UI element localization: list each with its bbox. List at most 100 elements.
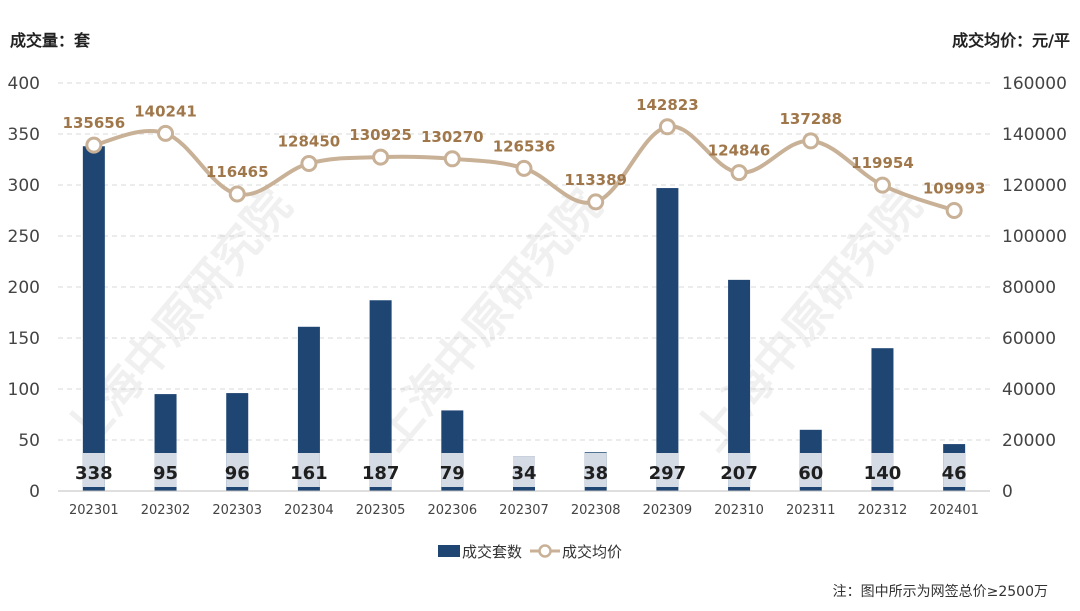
x-tick-label: 202309 [643,503,693,518]
left-tick-label: 100 [8,380,40,400]
x-tick-label: 202307 [499,503,549,518]
legend-line-label: 成交均价 [562,543,622,561]
line-marker [515,159,533,177]
x-tick-label: 202302 [141,503,191,518]
left-tick-label: 50 [18,431,40,451]
right-tick-label: 100000 [1002,227,1067,247]
bar-label-band [82,453,105,487]
bar-data-label: 79 [440,463,465,484]
line-data-label: 137288 [779,110,842,128]
x-tick-label: 202303 [212,503,262,518]
bar-data-label: 338 [75,463,113,484]
left-tick-label: 250 [8,227,40,247]
bar-data-label: 297 [649,463,687,484]
left-tick-label: 400 [8,74,40,94]
bar-label-band [799,453,822,487]
bar-label-band [441,453,464,487]
bar-label-band [728,453,751,487]
line-marker [802,132,820,150]
bar-label-band [871,453,894,487]
bar-data-label: 60 [798,463,823,484]
left-tick-label: 0 [29,482,40,502]
right-tick-label: 40000 [1002,380,1056,400]
bar-data-label: 96 [225,463,250,484]
line-marker [300,154,318,172]
line-data-label: 140241 [134,102,197,120]
line-data-label: 128450 [278,132,341,150]
right-tick-label: 140000 [1002,125,1067,145]
legend-bar-label: 成交套数 [462,543,522,561]
bar-label-band [513,456,535,487]
right-tick-label: 120000 [1002,176,1067,196]
line-marker [443,150,461,168]
left-tick-label: 350 [8,125,40,145]
bar-data-label: 187 [362,463,400,484]
bar-label-band [369,453,392,487]
bar [297,326,320,491]
left-tick-label: 150 [8,329,40,349]
bar-data-label: 34 [511,463,536,484]
right-tick-label: 60000 [1002,329,1056,349]
right-tick-label: 20000 [1002,431,1056,451]
right-axis-title: 成交均价：元/平 [952,31,1070,50]
x-tick-label: 202301 [69,503,119,518]
footnote: 注：图中所示为网签总价≥2500万 [833,583,1048,600]
x-tick-label: 202305 [356,503,406,518]
line-marker [228,185,246,203]
watermarks: 上海中原研究院 上海中原研究院 上海中原研究院 [54,179,932,460]
watermark-text: 上海中原研究院 [364,179,612,460]
left-tick-label: 300 [8,176,40,196]
line-data-label: 126536 [493,137,556,155]
bar-data-label: 46 [942,463,967,484]
legend-bar-swatch [438,545,460,557]
bar [369,300,392,491]
bar [728,279,751,491]
bar-label-band [656,453,679,487]
line-data-label: 135656 [63,114,126,132]
line-marker [945,202,963,220]
line-data-label: 109993 [923,180,986,198]
x-tick-label: 202401 [929,503,979,518]
left-tick-label: 200 [8,278,40,298]
line-series: 135656 140241 116465 128450 130925 130270 1265… [63,96,986,220]
bar [82,146,105,492]
right-tick-label: 0 [1002,482,1013,502]
watermark-text: 上海中原研究院 [684,179,932,460]
line-data-label: 142823 [636,96,699,114]
bar-data-label: 38 [583,463,608,484]
right-tick-label: 160000 [1002,74,1067,94]
x-tick-label: 202308 [571,503,621,518]
line-marker [157,124,175,142]
bar-data-label: 207 [720,463,758,484]
bar-label-band [154,453,177,487]
right-tick-label: 80000 [1002,278,1056,298]
bar [656,188,679,491]
line-marker [658,118,676,136]
bar-data-label: 140 [864,463,902,484]
x-tick-label: 202311 [786,503,836,518]
legend: 成交套数 成交均价 [438,543,622,561]
grid-lines [58,82,990,441]
line-marker [85,136,103,154]
line-data-label: 130925 [349,126,412,144]
bar-data-label: 95 [153,463,178,484]
bar-series: 338 95 96 161 187 79 34 38 297 207 60 140 46 [75,146,967,492]
axes: 0 50 100 150 200 250 300 350 400 0 20000 40000 60000… [8,74,1067,518]
bar-label-band [226,453,249,487]
line-marker [730,164,748,182]
line-data-label: 130270 [421,128,484,146]
line-marker [587,193,605,211]
x-tick-label: 202310 [714,503,764,518]
x-tick-label: 202304 [284,503,334,518]
line-marker [873,176,891,194]
bar-data-label: 161 [290,463,328,484]
x-tick-label: 202312 [858,503,908,518]
line-marker [372,148,390,166]
bar-label-band [297,453,320,487]
line-data-label: 116465 [206,163,269,181]
line-data-label: 113389 [564,171,627,189]
bar-label-band [584,453,607,487]
x-tick-label: 202306 [427,503,477,518]
left-axis-title: 成交量：套 [10,31,91,50]
